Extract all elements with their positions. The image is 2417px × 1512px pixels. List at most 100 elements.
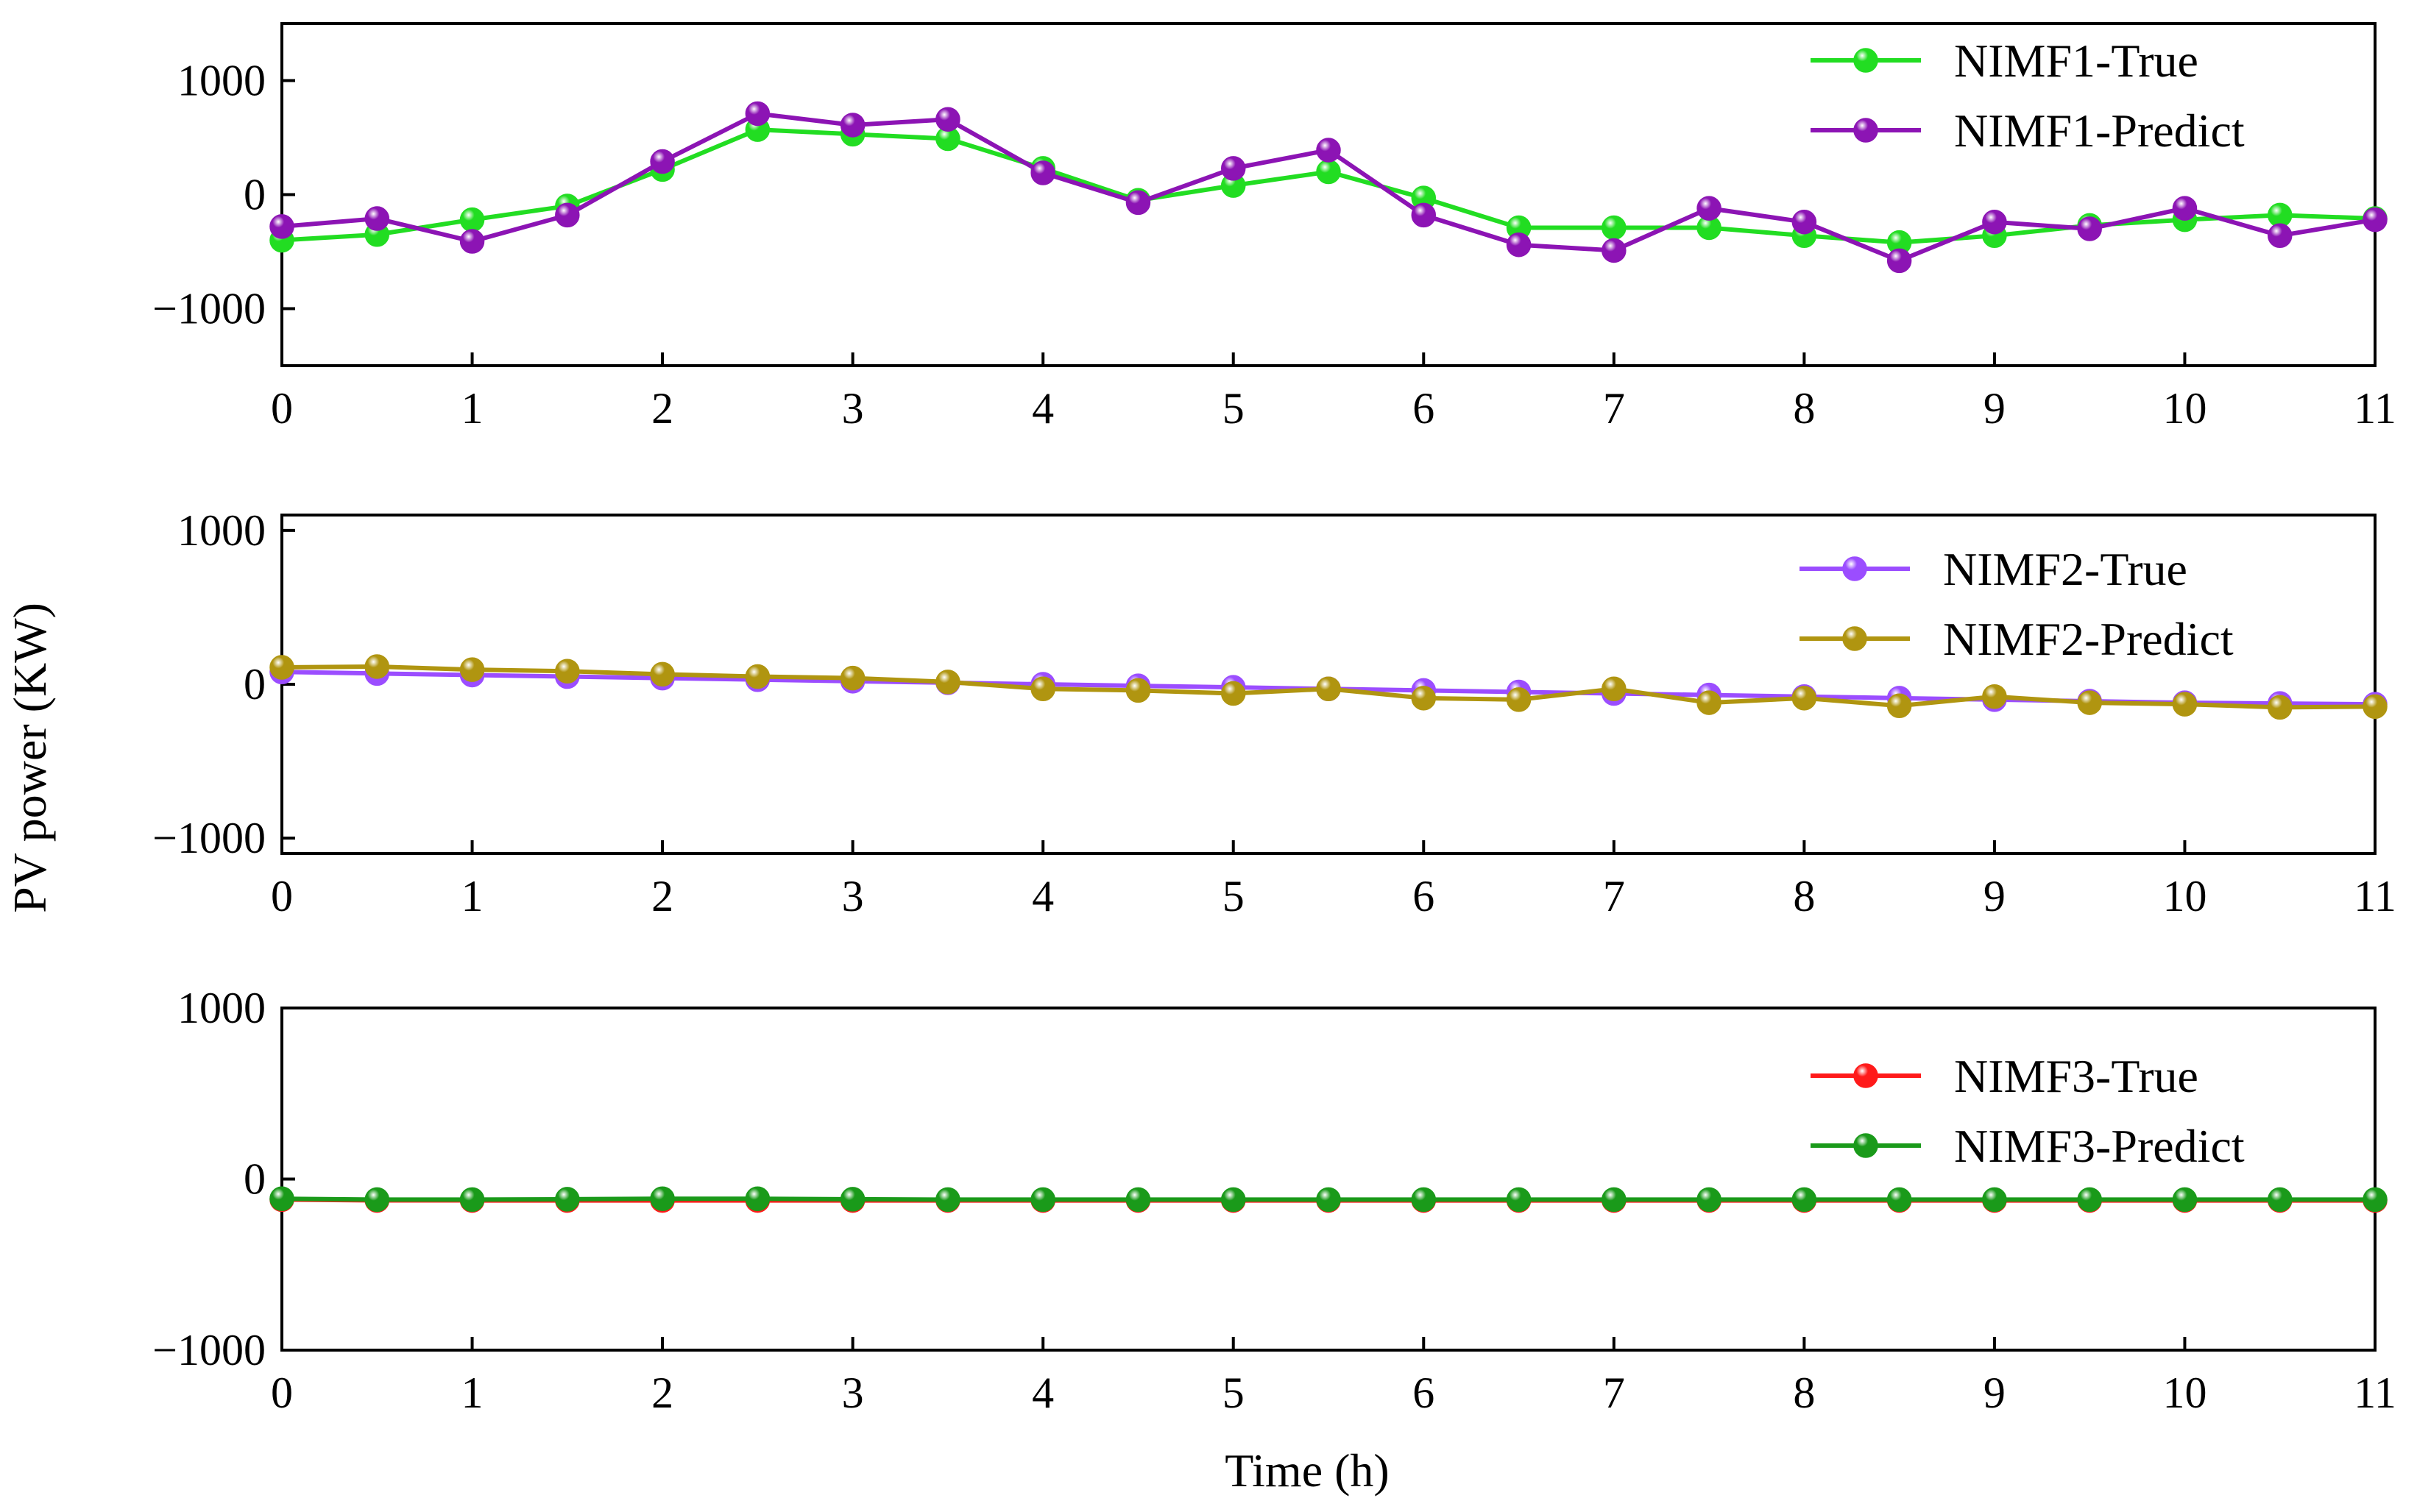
legend-label: NIMF2-Predict <box>1943 613 2234 665</box>
legend-label: NIMF1-True <box>1954 35 2198 87</box>
x-tick-label: 2 <box>651 1369 673 1417</box>
legend-label: NIMF2-True <box>1943 543 2187 595</box>
data-point <box>1696 1187 1721 1213</box>
data-point <box>1602 1187 1627 1213</box>
data-point <box>1030 1187 1055 1213</box>
data-point <box>1030 160 1055 185</box>
data-point <box>1316 676 1341 702</box>
data-point <box>269 214 294 239</box>
data-point <box>1125 678 1151 703</box>
data-point <box>555 1187 580 1212</box>
x-tick-label: 4 <box>1032 872 1054 920</box>
data-point <box>1316 138 1341 163</box>
panel-2: 0 1 2 3 4 5 6 7 8 9 10 1110000−1000NIMF2-TrueNIMF2-… <box>152 506 2396 920</box>
x-tick-label: 11 <box>2354 872 2396 920</box>
data-point <box>1602 676 1627 702</box>
data-point <box>459 207 485 233</box>
x-tick-label: 0 <box>271 1369 293 1417</box>
series-NIMF1-Predict <box>269 101 2388 274</box>
x-tick-label: 7 <box>1603 872 1625 920</box>
data-point <box>935 670 960 695</box>
data-point <box>459 229 485 254</box>
data-point <box>2363 694 2388 720</box>
data-point <box>2363 207 2388 233</box>
data-point <box>1316 1187 1341 1213</box>
data-point <box>1125 1187 1151 1213</box>
data-point <box>2172 1187 2198 1213</box>
data-point <box>2077 216 2102 241</box>
data-point <box>1696 196 1721 221</box>
data-point <box>2267 695 2293 720</box>
y-tick-label: 0 <box>244 171 266 219</box>
data-point <box>459 1187 485 1213</box>
x-tick-label: 1 <box>461 1369 484 1417</box>
x-tick-label: 1 <box>461 384 484 433</box>
data-point <box>1886 1187 1912 1213</box>
data-point <box>1506 232 1532 258</box>
legend: NIMF1-True NIMF1-Predict <box>1811 35 2245 157</box>
x-tick-label: 4 <box>1032 384 1054 433</box>
data-point <box>459 657 485 682</box>
data-point <box>1220 681 1246 706</box>
x-tick-label: 10 <box>2162 1369 2207 1417</box>
data-point <box>555 202 580 228</box>
legend-label: NIMF3-Predict <box>1954 1120 2245 1172</box>
series-NIMF2-Predict <box>269 654 2388 720</box>
x-tick-label: 1 <box>461 872 484 920</box>
x-tick-label: 8 <box>1793 872 1815 920</box>
data-point <box>1602 215 1627 241</box>
legend-marker <box>1853 48 1878 73</box>
y-axis-title: PV power (KW) <box>4 603 56 913</box>
data-point <box>650 1186 675 1211</box>
panel-1: 0 1 2 3 4 5 6 7 8 9 10 1110000−1000NIMF1-TrueNIMF1-… <box>152 22 2396 433</box>
data-point <box>840 113 866 138</box>
data-point <box>2077 1187 2102 1213</box>
x-tick-label: 3 <box>842 1369 864 1417</box>
legend-marker <box>1853 118 1878 143</box>
data-point <box>1696 690 1721 715</box>
data-point <box>555 659 580 684</box>
data-point <box>1982 1187 2007 1213</box>
data-point <box>1316 159 1341 185</box>
x-tick-label: 2 <box>651 872 673 920</box>
data-point <box>745 1186 771 1211</box>
x-tick-label: 11 <box>2354 1369 2396 1417</box>
series-NIMF3-Predict <box>269 1186 2388 1213</box>
data-point <box>1220 156 1246 181</box>
x-tick-label: 6 <box>1412 872 1434 920</box>
x-tick-label: 5 <box>1222 384 1245 433</box>
x-tick-label: 2 <box>651 384 673 433</box>
x-tick-label: 8 <box>1793 1369 1815 1417</box>
x-tick-label: 3 <box>842 872 864 920</box>
data-point <box>269 655 294 680</box>
x-tick-label: 0 <box>271 872 293 920</box>
x-tick-label: 7 <box>1603 384 1625 433</box>
x-tick-label: 6 <box>1412 384 1434 433</box>
data-point <box>1602 238 1627 263</box>
data-point <box>2267 223 2293 249</box>
data-point <box>2172 196 2198 221</box>
x-axis-title: Time (h) <box>1225 1444 1389 1497</box>
data-point <box>1506 1187 1532 1213</box>
legend-marker <box>1853 1133 1878 1158</box>
data-point <box>1411 686 1437 711</box>
legend-marker <box>1853 1063 1878 1088</box>
data-point <box>1982 684 2007 709</box>
data-point <box>1791 686 1817 711</box>
x-tick-label: 8 <box>1793 384 1815 433</box>
data-point <box>364 206 390 231</box>
y-tick-label: 1000 <box>177 57 266 105</box>
data-point <box>2172 692 2198 717</box>
y-tick-label: 1000 <box>177 506 266 555</box>
x-tick-label: 9 <box>1984 384 2006 433</box>
data-point <box>840 1187 866 1212</box>
x-tick-label: 0 <box>271 384 293 433</box>
data-point <box>1506 687 1532 712</box>
data-point <box>269 1186 294 1211</box>
x-tick-label: 6 <box>1412 1369 1434 1417</box>
data-point <box>364 1187 390 1213</box>
data-point <box>650 149 675 174</box>
data-point <box>840 665 866 691</box>
y-tick-label: −1000 <box>152 1326 266 1374</box>
x-tick-label: 4 <box>1032 1369 1054 1417</box>
